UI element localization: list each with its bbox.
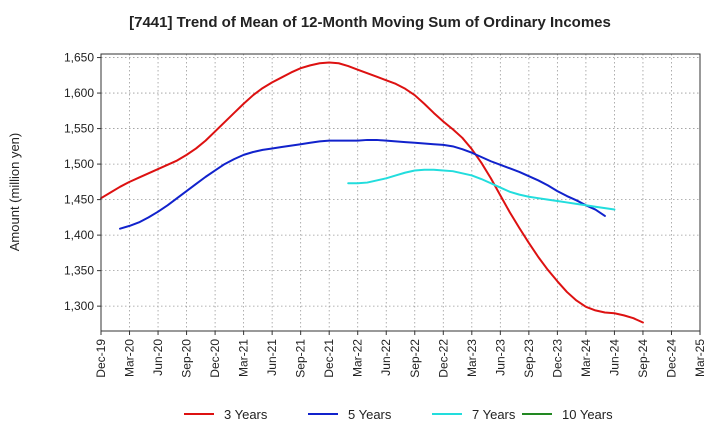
chart-title: [7441] Trend of Mean of 12-Month Moving … xyxy=(129,14,611,31)
x-tick-label: Sep-21 xyxy=(294,339,308,378)
legend: 3 Years 5 Years 7 Years 10 Years xyxy=(184,407,613,422)
plot-area xyxy=(101,54,700,331)
y-axis-label: Amount (million yen) xyxy=(7,133,22,252)
y-axis-ticks: 1,300 1,350 1,400 1,450 1,500 1,550 1,600 1,650 xyxy=(64,51,101,313)
series-line-3-years xyxy=(100,61,644,324)
y-tick-label: 1,450 xyxy=(64,193,94,207)
x-tick-label: Mar-23 xyxy=(465,339,479,377)
y-tick-label: 1,550 xyxy=(64,122,94,136)
x-tick-label: Dec-19 xyxy=(94,339,108,378)
legend-label-7-years: 7 Years xyxy=(472,407,516,422)
x-tick-label: Mar-24 xyxy=(579,339,593,377)
x-axis-ticks: Dec-19 Mar-20 Jun-20 Sep-20 Dec-20 Mar-21 Jun-… xyxy=(94,331,707,378)
y-tick-label: 1,650 xyxy=(64,51,94,65)
x-tick-label: Mar-20 xyxy=(123,339,137,377)
legend-label-5-years: 5 Years xyxy=(348,407,392,422)
x-tick-label: Jun-23 xyxy=(493,339,507,376)
legend-label-10-years: 10 Years xyxy=(562,407,613,422)
x-tick-label: Sep-22 xyxy=(408,339,422,378)
series-lines xyxy=(100,61,644,324)
y-tick-label: 1,400 xyxy=(64,228,94,242)
y-tick-label: 1,350 xyxy=(64,264,94,278)
x-tick-label: Dec-21 xyxy=(322,339,336,378)
series-line-5-years xyxy=(119,138,606,230)
x-tick-label: Dec-22 xyxy=(436,339,450,378)
x-tick-label: Dec-20 xyxy=(208,339,222,378)
x-tick-label: Dec-24 xyxy=(664,339,678,378)
y-tick-label: 1,600 xyxy=(64,86,94,100)
x-tick-label: Dec-23 xyxy=(550,339,564,378)
x-tick-label: Jun-24 xyxy=(607,339,621,376)
x-tick-label: Mar-22 xyxy=(351,339,365,377)
legend-label-3-years: 3 Years xyxy=(224,407,268,422)
x-tick-label: Sep-20 xyxy=(180,339,194,378)
x-tick-label: Jun-21 xyxy=(265,339,279,376)
series-line-7-years xyxy=(347,168,616,211)
x-tick-label: Jun-20 xyxy=(151,339,165,376)
y-tick-label: 1,300 xyxy=(64,299,94,313)
x-tick-label: Mar-21 xyxy=(237,339,251,377)
x-tick-label: Sep-23 xyxy=(522,339,536,378)
y-tick-label: 1,500 xyxy=(64,157,94,171)
x-tick-label: Mar-25 xyxy=(693,339,707,377)
x-tick-label: Sep-24 xyxy=(636,339,650,378)
plot-frame xyxy=(100,53,701,332)
x-tick-label: Jun-22 xyxy=(379,339,393,376)
